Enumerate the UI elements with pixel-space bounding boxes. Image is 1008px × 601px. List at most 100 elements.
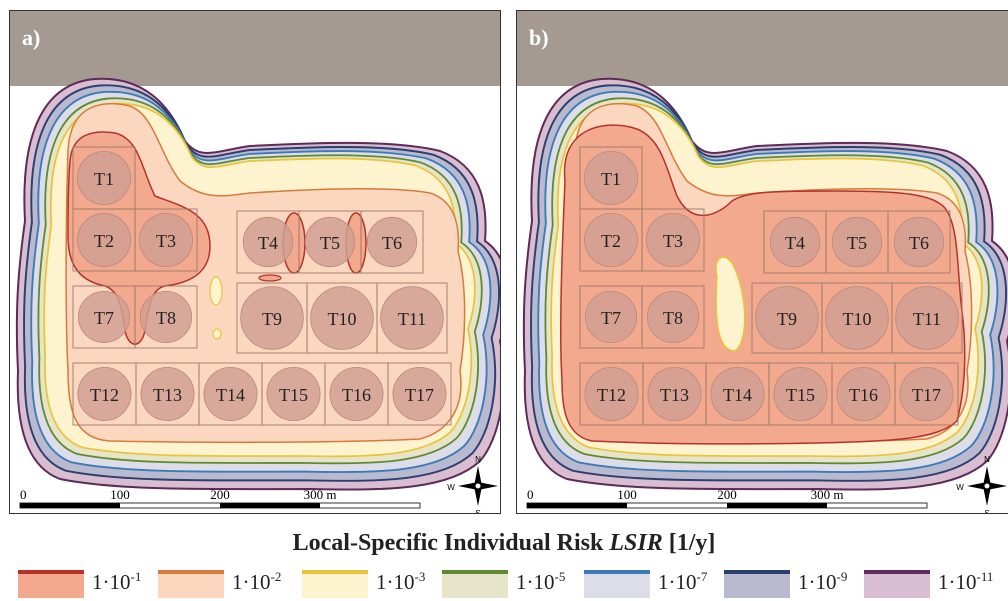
scale-bar: 0 100 200 300 m — [526, 487, 928, 509]
tank-t2-label: T2 — [94, 231, 114, 251]
risk-contour-1e-3 — [209, 276, 223, 306]
scale-label: 0 — [527, 487, 534, 502]
tank-t7-shape — [584, 290, 638, 344]
tank-bund — [641, 285, 705, 349]
tank-t4-label: T4 — [258, 233, 278, 253]
legend-label: 1·10-1 — [92, 569, 141, 595]
tank-t4-shape — [769, 216, 821, 268]
tank-t12-label: T12 — [90, 385, 119, 405]
tank-t17-label: T17 — [912, 385, 941, 405]
risk-map-b: T1 T2 T3 T4 T5 T6 T7 T8 T9 T10 T11 T12 T13 T14 T15 T16 T… — [517, 11, 1008, 513]
legend-label: 1·10-3 — [376, 569, 425, 595]
legend-label-base: 1·10 — [658, 570, 697, 594]
compass-s: S — [475, 509, 480, 513]
panel-label-a: a) — [22, 25, 41, 50]
tank-t1-shape — [77, 150, 132, 205]
tank-t13-shape — [140, 366, 195, 421]
tank-t10-shape — [310, 286, 374, 350]
tank-t16-label: T16 — [342, 385, 371, 405]
tank-t8-label: T8 — [663, 308, 683, 328]
tank-t10-label: T10 — [843, 309, 872, 329]
legend-swatch — [724, 570, 790, 598]
tank-t9-shape — [755, 286, 819, 350]
tank-t4-shape — [242, 216, 294, 268]
legend-label-base: 1·10 — [798, 570, 837, 594]
tank-t11-label: T11 — [398, 309, 426, 329]
tank-t1-label: T1 — [94, 169, 114, 189]
tank-t8-shape — [139, 290, 193, 344]
scale-bar-segment — [20, 503, 120, 508]
legend-label-exponent: -7 — [696, 569, 708, 584]
tank-t15-shape — [773, 366, 828, 421]
tank-t9-label: T9 — [262, 309, 282, 329]
risk-contour-1e-1 — [560, 124, 966, 445]
legend-label-base: 1·10 — [376, 570, 415, 594]
scale-label: 300 m — [811, 487, 844, 502]
tank-t14-label: T14 — [723, 385, 752, 405]
tank-t10-label: T10 — [328, 309, 357, 329]
tank-bund — [887, 210, 951, 274]
tank-t3-shape — [645, 212, 700, 267]
tank-t15-shape — [266, 366, 321, 421]
scale-label: 200 — [717, 487, 737, 502]
tank-t8-shape — [646, 290, 700, 344]
tank-t8-label: T8 — [156, 308, 176, 328]
tank-t13-shape — [647, 366, 702, 421]
legend-label: 1·10-9 — [798, 569, 847, 595]
tank-t6-label: T6 — [382, 233, 402, 253]
tank-t1-shape — [584, 150, 639, 205]
compass-w: W — [956, 483, 964, 492]
tank-t3-label: T3 — [663, 231, 683, 251]
tank-t5-shape — [304, 216, 356, 268]
legend-label-base: 1·10 — [92, 570, 131, 594]
legend-swatch — [864, 570, 930, 598]
legend-label-exponent: -1 — [130, 569, 142, 584]
tank-t6-shape — [366, 216, 418, 268]
tank-t7-label: T7 — [94, 308, 114, 328]
tank-t2-shape — [77, 212, 132, 267]
scale-label: 0 — [20, 487, 27, 502]
legend-swatch — [442, 570, 508, 598]
tank-t3-shape — [138, 212, 193, 267]
tank-bund — [641, 208, 705, 272]
legend-swatch — [18, 570, 84, 598]
risk-contour-1e-3 — [715, 256, 746, 352]
scale-bar-segment — [527, 503, 627, 508]
risk-contour-1e-1 — [258, 274, 282, 282]
tank-bund — [134, 285, 198, 349]
tank-t12-shape — [77, 366, 132, 421]
tank-bund — [891, 282, 963, 354]
tank-t17-shape — [392, 366, 447, 421]
tank-t15-label: T15 — [279, 385, 308, 405]
tank-t9-shape — [240, 286, 304, 350]
compass-icon: NSEW — [956, 455, 1007, 513]
tank-bund — [376, 282, 448, 354]
panel-label-b: b) — [529, 25, 549, 50]
tank-t7-label: T7 — [601, 308, 621, 328]
tank-t5-label: T5 — [847, 233, 867, 253]
tank-t10-shape — [825, 286, 889, 350]
scale-label: 300 m — [304, 487, 337, 502]
legend-title: Local-Specific Individual Risk LSIR [1/y… — [292, 530, 716, 556]
legend-swatch — [158, 570, 224, 598]
tank-bund — [134, 208, 198, 272]
tank-t16-shape — [329, 366, 384, 421]
scale-bar-segment — [220, 503, 320, 508]
map-panel-a: a) T1 T2 T3 T4 T5 T6 T7 T8 T9 T10 T11 T12 T13 T14 T15 T… — [9, 10, 501, 514]
tank-t16-label: T16 — [849, 385, 878, 405]
compass-n: N — [475, 455, 481, 464]
legend-label: 1·10-11 — [938, 569, 993, 595]
legend-swatch — [584, 570, 650, 598]
tank-t3-label: T3 — [156, 231, 176, 251]
tank-bund — [387, 362, 452, 426]
scale-label: 200 — [210, 487, 230, 502]
legend-label-exponent: -2 — [270, 569, 282, 584]
tank-t6-shape — [893, 216, 945, 268]
scale-bar: 0 100 200 300 m — [19, 487, 421, 509]
tank-t5-shape — [831, 216, 883, 268]
tank-t11-shape — [895, 286, 959, 350]
tank-t6-label: T6 — [909, 233, 929, 253]
legend-label-base: 1·10 — [516, 570, 555, 594]
legend-label: 1·10-7 — [658, 569, 707, 595]
tank-t11-shape — [380, 286, 444, 350]
